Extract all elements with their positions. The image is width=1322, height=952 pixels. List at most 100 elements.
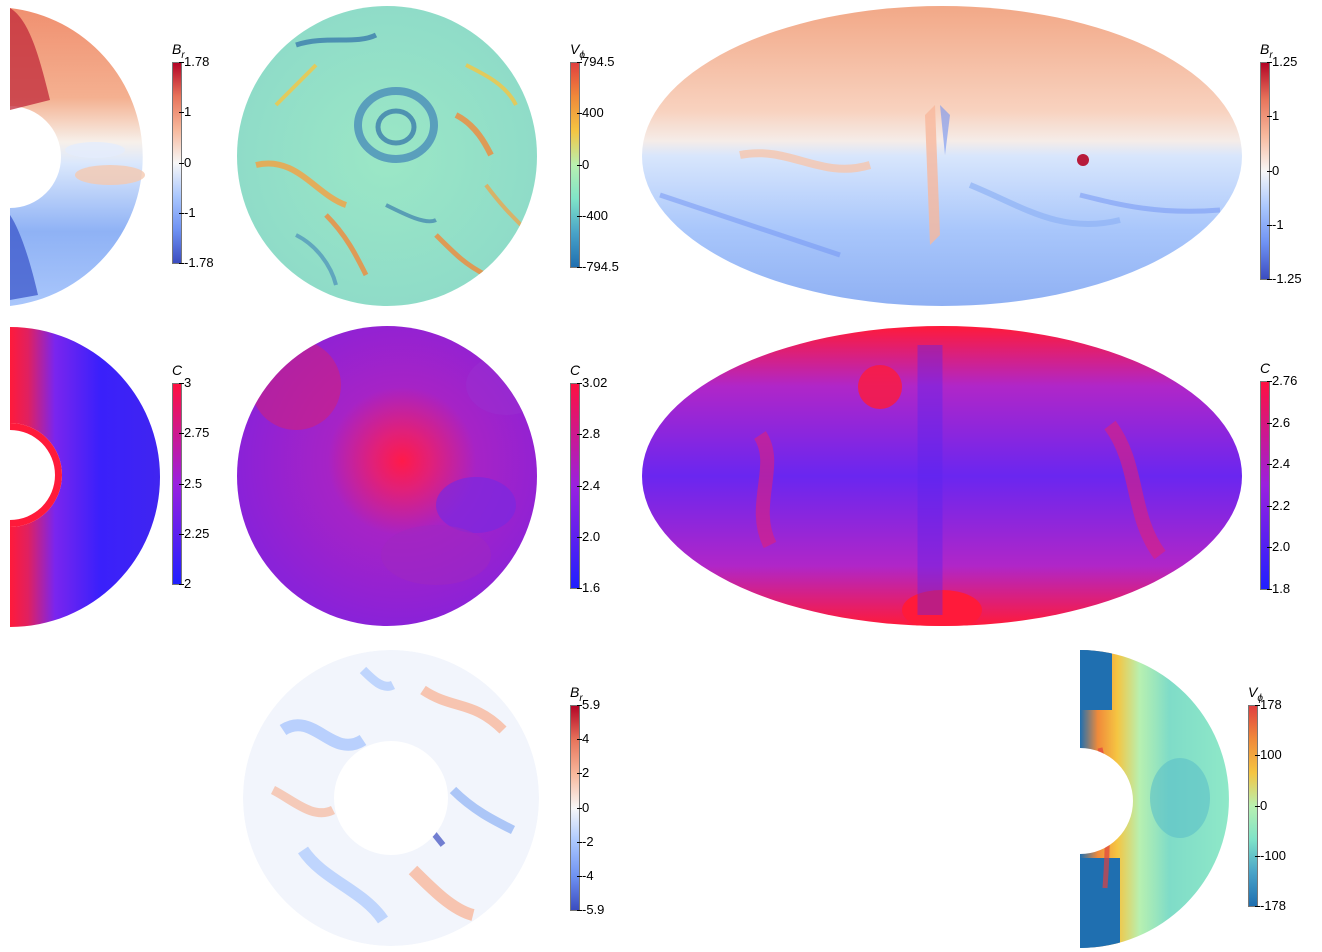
colorbar-title: Br [570,684,583,704]
colorbar-tick-label: -5.9 [582,902,605,917]
colorbar-tick [1255,755,1260,757]
colorbar-tick [577,113,582,115]
colorbar-tick [1255,805,1260,807]
colorbar-title: C [1260,360,1271,376]
colorbar-tick [577,910,582,911]
colorbar-tick [179,212,184,214]
colorbar-tick [1267,381,1272,382]
colorbar-tick [1267,589,1272,590]
colorbar-tick-label: 2.0 [582,528,601,544]
colorbar-tick-label: -1 [1272,216,1284,232]
colorbar-tick [577,485,582,487]
colorbar-tick-label: -794.5 [582,259,619,274]
colorbar-tick-label: 0 [184,154,192,170]
colorbar-tick-label: -4 [582,867,594,883]
colorbar-tick-label: 3.02 [582,375,608,390]
colorbar-tick-label: 1.25 [1272,54,1298,69]
colorbar-tick [179,263,184,264]
colorbar-tick-label: 1 [184,104,192,120]
vphi-equatorial-disk [237,6,537,306]
colorbar-tick-label: 2.76 [1272,373,1298,388]
colorbar-tick [577,588,582,589]
colorbar-tick-label: -2 [582,833,594,849]
colorbar-tick [179,584,184,585]
colorbar-tick [577,705,582,706]
colorbar-tick-label: 5.9 [582,697,601,712]
colorbar-tick [577,773,582,775]
colorbar-tick-label: 2.25 [184,525,210,541]
colorbar-tick [1267,505,1272,507]
colorbar-tick-label: 100 [1260,747,1282,763]
colorbar-tick-label: 1 [1272,108,1280,124]
colorbar-tick [577,875,582,877]
colorbar-tick [1267,547,1272,549]
colorbar-tick-label: 794.5 [582,54,615,69]
colorbar-tick-label: 2.4 [582,477,601,493]
colorbar-tick [179,112,184,114]
colorbar-tick-label: 2.4 [1272,456,1291,472]
colorbar-tick-label: -1.25 [1272,271,1302,286]
colorbar-tick-label: 2.8 [582,426,601,442]
colorbar-tick-label: 2.5 [184,475,203,491]
colorbar-title: C [172,362,183,378]
colorbar-tick [179,162,184,164]
colorbar-gradient [1260,381,1270,590]
vphi-meridional-slice [1080,650,1229,948]
colorbar-tick [1267,224,1272,226]
colorbar-tick-label: -1.78 [184,255,214,270]
colorbar-tick [577,267,582,268]
colorbar-tick [577,434,582,436]
colorbar-tick [1255,855,1260,857]
colorbar-tick [1255,705,1260,706]
colorbar-tick [1267,62,1272,63]
colorbar-tick-label: 2.6 [1272,414,1291,430]
colorbar-tick [577,807,582,809]
colorbar-title: Br [1260,41,1273,61]
colorbar-tick-label: 0 [1272,162,1280,178]
colorbar-title: Vϕ [1248,684,1263,704]
colorbar-tick-label: 2 [582,765,590,781]
colorbar-tick [577,739,582,741]
colorbar-tick [179,383,184,384]
colorbar-tick-label: 3 [184,375,192,390]
colorbar-tick-label: 400 [582,105,604,121]
colorbar-tick-label: 2.0 [1272,539,1291,555]
colorbar-tick [179,433,184,435]
colorbar-tick [179,62,184,63]
br-mollweide-map [642,6,1242,306]
colorbar-tick-label: 2 [184,576,192,591]
colorbar-tick [1267,116,1272,118]
colorbar-title: Br [172,41,185,61]
colorbar-title: C [570,362,581,378]
colorbar-tick-label: 0 [1260,797,1268,813]
c-meridional-slice [10,327,160,627]
colorbar-tick [179,533,184,535]
colorbar-tick-label: -400 [582,207,609,223]
colorbar-tick-label: -100 [1260,847,1287,863]
colorbar-tick-label: 2.2 [1272,497,1291,513]
colorbar-tick-label: -178 [1260,898,1287,913]
colorbar-tick [577,841,582,843]
c-mollweide-map [642,326,1242,626]
colorbar-tick-label: 0 [582,156,590,172]
colorbar-tick-label: 178 [1260,697,1282,712]
colorbar-tick-label: 1.78 [184,54,210,69]
br-equatorial-annulus [243,650,539,946]
colorbar-tick [577,62,582,63]
colorbar-tick [1267,464,1272,466]
colorbar-tick-label: 2.75 [184,425,210,441]
br-meridional-slice-top [10,8,145,306]
colorbar-title: Vϕ [570,41,585,61]
colorbar-tick [577,164,582,166]
colorbar-tick [1267,279,1272,280]
colorbar-tick [1267,170,1272,172]
colorbar-tick-label: 1.8 [1272,581,1291,596]
colorbar-tick-label: 0 [582,799,590,815]
c-equatorial-disk [237,326,537,626]
colorbar-tick [1267,422,1272,424]
colorbar-tick [577,215,582,217]
colorbar-tick [577,383,582,384]
colorbar-tick-label: 4 [582,731,590,747]
colorbar-tick-label: -1 [184,204,196,220]
colorbar-tick [179,483,184,485]
